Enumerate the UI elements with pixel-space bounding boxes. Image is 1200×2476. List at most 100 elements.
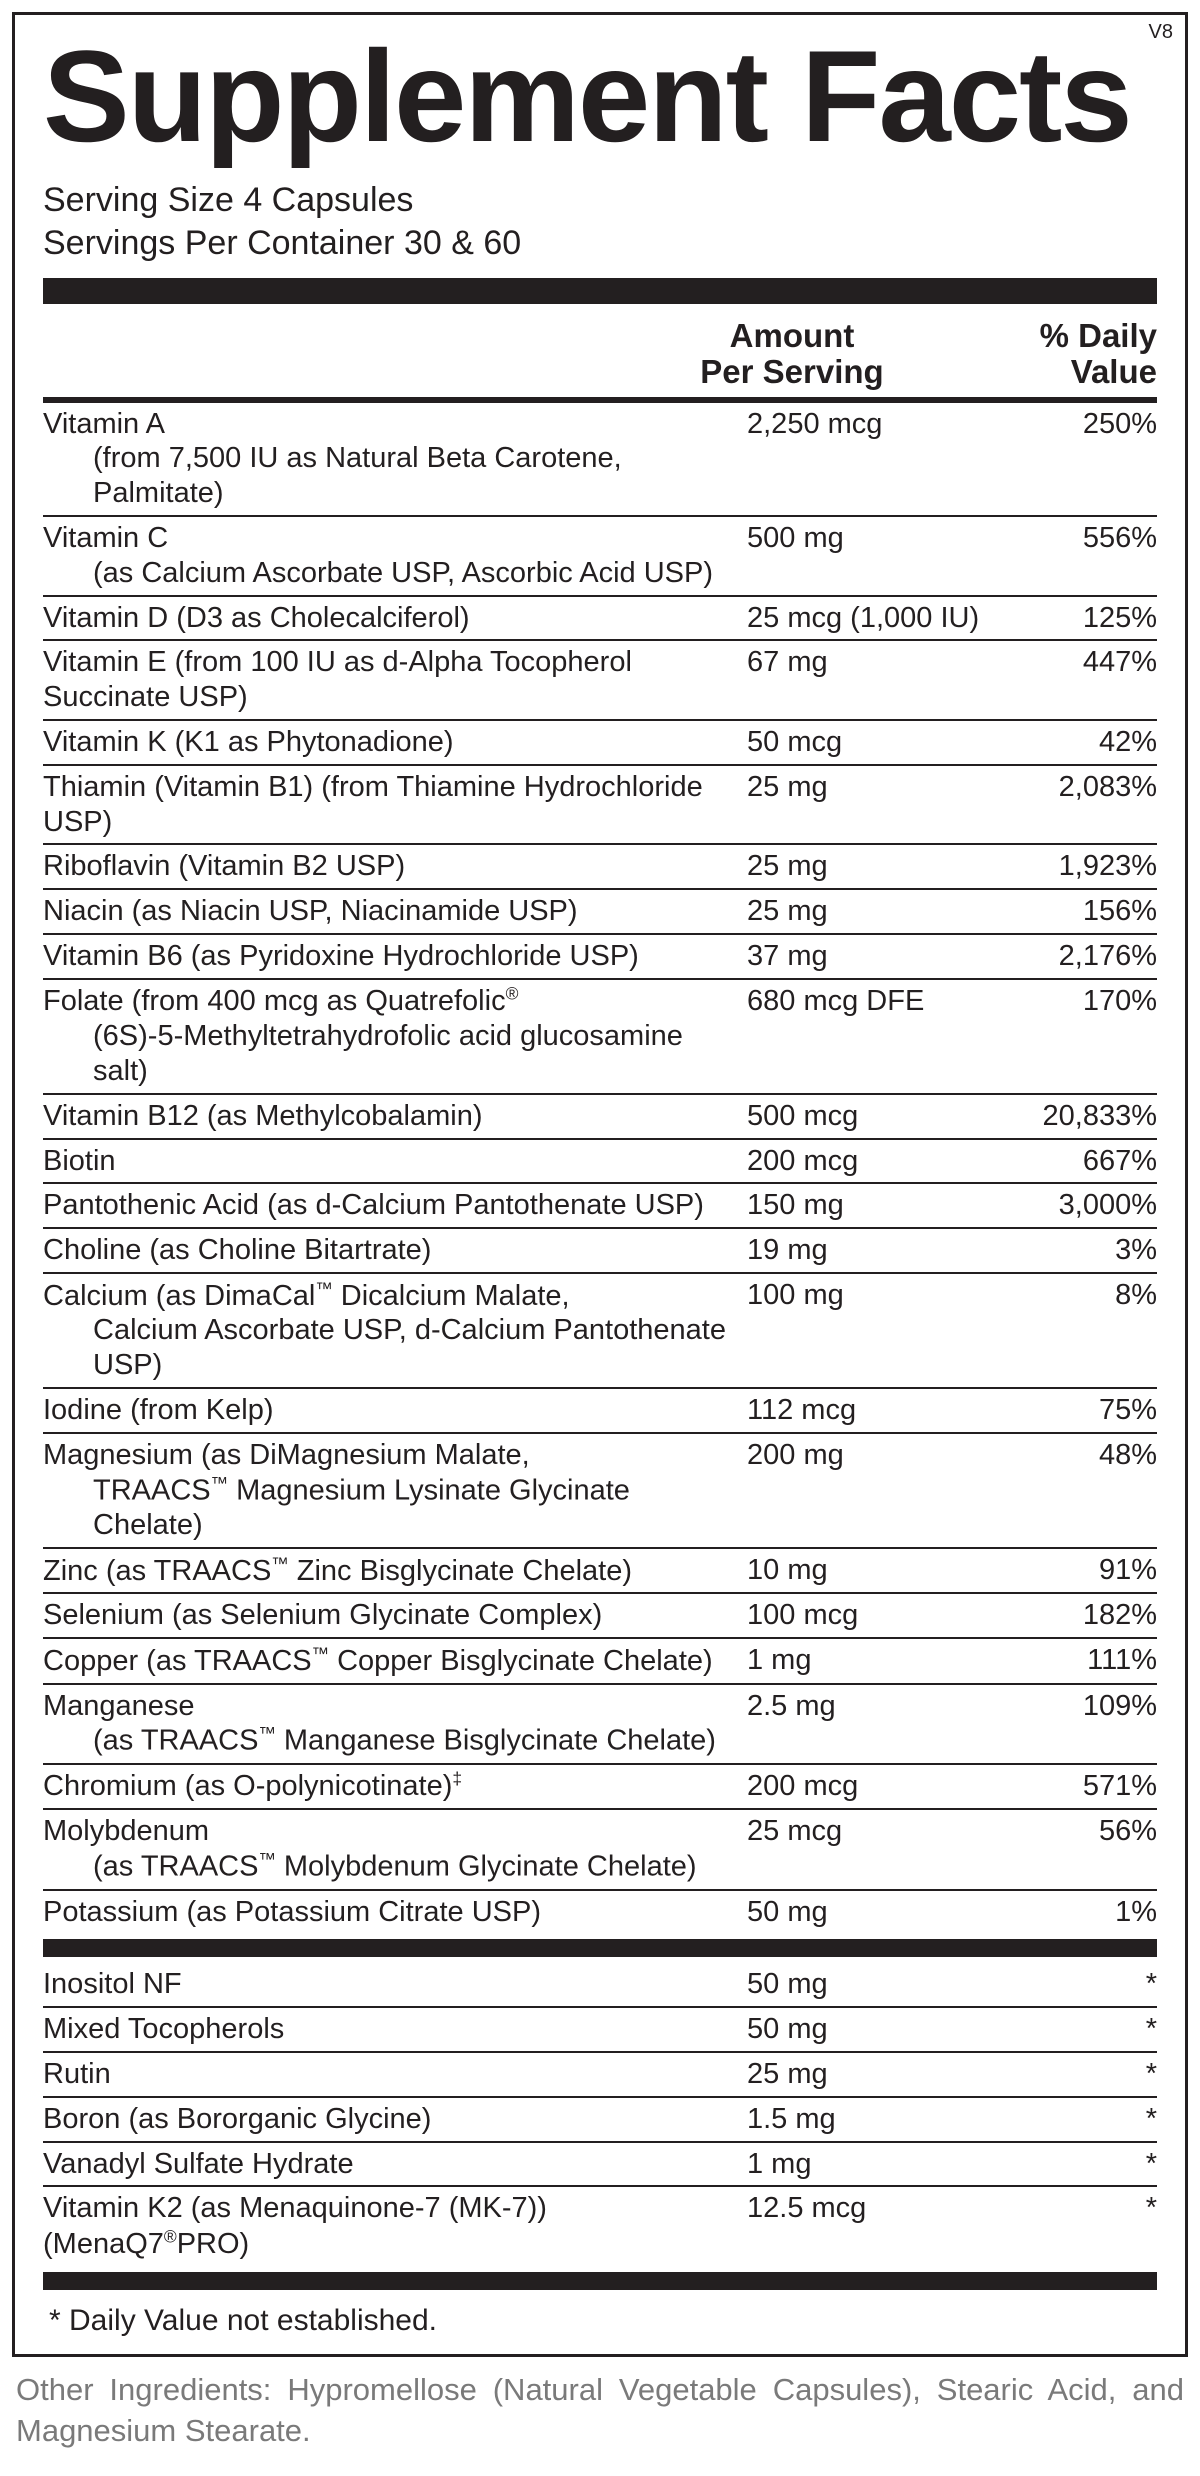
nutrient-source: (from 7,500 IU as Natural Beta Carotene,… [43, 441, 739, 511]
nutrient-row: Calcium (as DimaCal™ Dicalcium Malate,Ca… [43, 1274, 1157, 1389]
panel-title: Supplement Facts [43, 31, 1157, 161]
nutrient-amount: 25 mcg [747, 1814, 1007, 1849]
nutrient-amount: 680 mcg DFE [747, 984, 1007, 1019]
nutrient-amount: 10 mg [747, 1553, 1007, 1588]
nutrient-name: Chromium (as O-polynicotinate)‡ [43, 1769, 747, 1804]
nutrient-amount: 25 mg [747, 849, 1007, 884]
nutrient-row: Niacin (as Niacin USP, Niacinamide USP)2… [43, 890, 1157, 935]
nutrient-source: Calcium Ascorbate USP, d-Calcium Pantoth… [43, 1313, 739, 1383]
nutrient-name: Vitamin B6 (as Pyridoxine Hydrochloride … [43, 939, 747, 974]
nutrient-name: Biotin [43, 1144, 747, 1179]
nutrient-source: (as Calcium Ascorbate USP, Ascorbic Acid… [43, 556, 739, 591]
nutrient-daily-value: 667% [1007, 1144, 1157, 1179]
header-amount: Amount Per Serving [637, 318, 947, 391]
nutrient-daily-value: * [1007, 1967, 1157, 2002]
nutrient-amount: 67 mg [747, 645, 1007, 680]
nutrient-row: Selenium (as Selenium Glycinate Complex)… [43, 1594, 1157, 1639]
nutrient-row: Riboflavin (Vitamin B2 USP)25 mg1,923% [43, 845, 1157, 890]
nutrient-name: Vitamin K2 (as Menaquinone-7 (MK-7)) (Me… [43, 2191, 747, 2261]
nutrient-daily-value: 8% [1007, 1278, 1157, 1313]
nutrient-daily-value: 56% [1007, 1814, 1157, 1849]
nutrient-row: Vitamin K (K1 as Phytonadione)50 mcg42% [43, 721, 1157, 766]
nutrient-name: Vitamin D (D3 as Cholecalciferol) [43, 601, 747, 636]
nutrient-row: Biotin200 mcg667% [43, 1140, 1157, 1185]
nutrient-amount: 1 mg [747, 1643, 1007, 1678]
nutrient-daily-value: * [1007, 2191, 1157, 2226]
nutrient-name: Vitamin B12 (as Methylcobalamin) [43, 1099, 747, 1134]
nutrient-daily-value: 20,833% [1007, 1099, 1157, 1134]
nutrient-rows-main: Vitamin A(from 7,500 IU as Natural Beta … [43, 403, 1157, 1934]
nutrient-row: Folate (from 400 mcg as Quatrefolic®(6S)… [43, 980, 1157, 1095]
nutrient-row: Iodine (from Kelp)112 mcg75% [43, 1389, 1157, 1434]
nutrient-name: Boron (as Bororganic Glycine) [43, 2102, 747, 2137]
column-headers: Amount Per Serving % Daily Value [43, 312, 1157, 397]
nutrient-amount: 1 mg [747, 2147, 1007, 2182]
nutrient-row: Mixed Tocopherols50 mg* [43, 2008, 1157, 2053]
nutrient-daily-value: * [1007, 2012, 1157, 2047]
nutrient-row: Vitamin D (D3 as Cholecalciferol)25 mcg … [43, 597, 1157, 642]
nutrient-daily-value: 2,176% [1007, 939, 1157, 974]
nutrient-daily-value: 3,000% [1007, 1188, 1157, 1223]
nutrient-amount: 200 mcg [747, 1769, 1007, 1804]
nutrient-amount: 500 mg [747, 521, 1007, 556]
nutrient-row: Boron (as Bororganic Glycine)1.5 mg* [43, 2098, 1157, 2143]
nutrient-row: Vitamin A(from 7,500 IU as Natural Beta … [43, 403, 1157, 517]
nutrient-name: Vitamin C(as Calcium Ascorbate USP, Asco… [43, 521, 747, 591]
nutrient-daily-value: 109% [1007, 1689, 1157, 1724]
nutrient-row: Vitamin C(as Calcium Ascorbate USP, Asco… [43, 517, 1157, 597]
nutrient-row: Vitamin B12 (as Methylcobalamin)500 mcg2… [43, 1095, 1157, 1140]
serving-info: Serving Size 4 Capsules Servings Per Con… [43, 179, 1157, 264]
nutrient-name: Riboflavin (Vitamin B2 USP) [43, 849, 747, 884]
nutrient-daily-value: 3% [1007, 1233, 1157, 1268]
nutrient-amount: 200 mcg [747, 1144, 1007, 1179]
nutrient-amount: 500 mcg [747, 1099, 1007, 1134]
nutrient-amount: 50 mg [747, 1895, 1007, 1930]
nutrient-name: Potassium (as Potassium Citrate USP) [43, 1895, 747, 1930]
nutrient-source: TRAACS™ Magnesium Lysinate Glycinate Che… [43, 1473, 739, 1543]
nutrient-daily-value: 556% [1007, 521, 1157, 556]
nutrient-rows-secondary: Inositol NF50 mg*Mixed Tocopherols50 mg*… [43, 1963, 1157, 2265]
nutrient-amount: 2.5 mg [747, 1689, 1007, 1724]
nutrient-row: Vitamin E (from 100 IU as d-Alpha Tocoph… [43, 641, 1157, 721]
nutrient-name: Niacin (as Niacin USP, Niacinamide USP) [43, 894, 747, 929]
nutrient-daily-value: 91% [1007, 1553, 1157, 1588]
nutrient-source: (6S)-5-Methyltetrahydrofolic acid glucos… [43, 1019, 739, 1089]
nutrient-daily-value: 250% [1007, 407, 1157, 442]
nutrient-name: Calcium (as DimaCal™ Dicalcium Malate,Ca… [43, 1278, 747, 1383]
nutrient-daily-value: 1,923% [1007, 849, 1157, 884]
nutrient-name: Iodine (from Kelp) [43, 1393, 747, 1428]
other-ingredients: Other Ingredients: Hypromellose (Natural… [16, 2369, 1184, 2453]
nutrient-name: Magnesium (as DiMagnesium Malate,TRAACS™… [43, 1438, 747, 1543]
nutrient-daily-value: 156% [1007, 894, 1157, 929]
nutrient-daily-value: * [1007, 2147, 1157, 2182]
nutrient-row: Chromium (as O-polynicotinate)‡200 mcg57… [43, 1765, 1157, 1810]
nutrient-name: Inositol NF [43, 1967, 747, 2002]
nutrient-row: Vitamin B6 (as Pyridoxine Hydrochloride … [43, 935, 1157, 980]
nutrient-name: Pantothenic Acid (as d-Calcium Pantothen… [43, 1188, 747, 1223]
nutrient-name: Mixed Tocopherols [43, 2012, 747, 2047]
divider-section [43, 1939, 1157, 1957]
nutrient-row: Choline (as Choline Bitartrate)19 mg3% [43, 1229, 1157, 1274]
nutrient-name: Selenium (as Selenium Glycinate Complex) [43, 1598, 747, 1633]
nutrient-amount: 100 mg [747, 1278, 1007, 1313]
nutrient-name: Zinc (as TRAACS™ Zinc Bisglycinate Chela… [43, 1553, 747, 1588]
divider-thick [43, 278, 1157, 304]
servings-per-container: Servings Per Container 30 & 60 [43, 222, 1157, 265]
nutrient-source: (as TRAACS™ Molybdenum Glycinate Chelate… [43, 1849, 739, 1884]
divider-section [43, 2272, 1157, 2290]
nutrient-name: Choline (as Choline Bitartrate) [43, 1233, 747, 1268]
nutrient-name: Manganese(as TRAACS™ Manganese Bisglycin… [43, 1689, 747, 1759]
supplement-facts-panel: V8 Supplement Facts Serving Size 4 Capsu… [12, 12, 1188, 2357]
nutrient-row: Pantothenic Acid (as d-Calcium Pantothen… [43, 1184, 1157, 1229]
nutrient-daily-value: 48% [1007, 1438, 1157, 1473]
nutrient-daily-value: 571% [1007, 1769, 1157, 1804]
nutrient-daily-value: 42% [1007, 725, 1157, 760]
nutrient-daily-value: 2,083% [1007, 770, 1157, 805]
nutrient-amount: 50 mg [747, 2012, 1007, 2047]
nutrient-amount: 25 mcg (1,000 IU) [747, 601, 1007, 636]
nutrient-row: Copper (as TRAACS™ Copper Bisglycinate C… [43, 1639, 1157, 1684]
nutrient-amount: 112 mcg [747, 1393, 1007, 1428]
nutrient-amount: 50 mcg [747, 725, 1007, 760]
nutrient-daily-value: 1% [1007, 1895, 1157, 1930]
nutrient-row: Magnesium (as DiMagnesium Malate,TRAACS™… [43, 1434, 1157, 1549]
